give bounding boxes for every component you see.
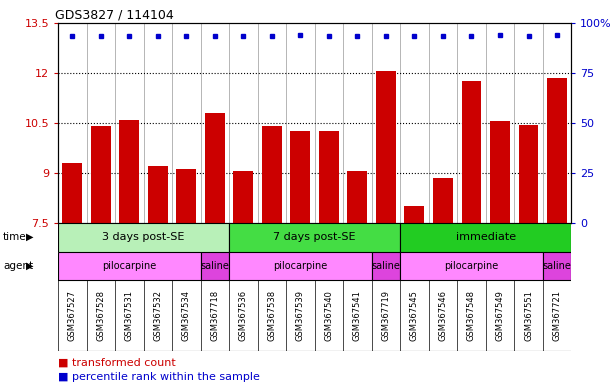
Bar bbox=[404, 206, 425, 223]
Text: GSM367534: GSM367534 bbox=[182, 290, 191, 341]
Bar bbox=[547, 78, 567, 223]
Text: GSM367528: GSM367528 bbox=[97, 290, 105, 341]
Text: 7 days post-SE: 7 days post-SE bbox=[273, 232, 356, 242]
Text: GSM367538: GSM367538 bbox=[268, 290, 276, 341]
Text: GSM367539: GSM367539 bbox=[296, 290, 305, 341]
Text: pilocarpine: pilocarpine bbox=[444, 261, 499, 271]
Bar bbox=[348, 171, 367, 223]
Bar bbox=[229, 223, 400, 252]
Bar bbox=[229, 252, 371, 280]
Bar bbox=[177, 169, 196, 223]
Text: saline: saline bbox=[543, 261, 571, 271]
Text: GSM367718: GSM367718 bbox=[210, 290, 219, 341]
Text: 3 days post-SE: 3 days post-SE bbox=[103, 232, 185, 242]
Text: ▶: ▶ bbox=[26, 232, 33, 242]
Text: saline: saline bbox=[371, 261, 400, 271]
Text: agent: agent bbox=[3, 261, 33, 271]
Text: GSM367540: GSM367540 bbox=[324, 290, 334, 341]
Bar bbox=[376, 71, 396, 223]
Bar bbox=[119, 119, 139, 223]
Bar bbox=[58, 223, 229, 252]
Bar bbox=[461, 81, 481, 223]
Bar bbox=[543, 252, 571, 280]
Text: pilocarpine: pilocarpine bbox=[102, 261, 156, 271]
Bar bbox=[290, 131, 310, 223]
Text: GSM367532: GSM367532 bbox=[153, 290, 163, 341]
Text: saline: saline bbox=[200, 261, 229, 271]
Bar bbox=[91, 126, 111, 223]
Text: time: time bbox=[3, 232, 27, 242]
Bar bbox=[148, 166, 168, 223]
Text: GSM367721: GSM367721 bbox=[552, 290, 562, 341]
Bar bbox=[319, 131, 339, 223]
Bar bbox=[400, 252, 543, 280]
Text: ■ transformed count: ■ transformed count bbox=[58, 358, 176, 368]
Text: GDS3827 / 114104: GDS3827 / 114104 bbox=[56, 9, 174, 22]
Text: GSM367551: GSM367551 bbox=[524, 290, 533, 341]
Bar bbox=[200, 252, 229, 280]
Bar bbox=[371, 252, 400, 280]
Bar bbox=[433, 178, 453, 223]
Text: GSM367531: GSM367531 bbox=[125, 290, 134, 341]
Bar bbox=[400, 223, 571, 252]
Text: GSM367545: GSM367545 bbox=[410, 290, 419, 341]
Text: GSM367549: GSM367549 bbox=[496, 290, 505, 341]
Bar bbox=[62, 163, 82, 223]
Bar bbox=[233, 171, 254, 223]
Text: GSM367541: GSM367541 bbox=[353, 290, 362, 341]
Bar bbox=[58, 252, 200, 280]
Bar bbox=[490, 121, 510, 223]
Bar bbox=[205, 113, 225, 223]
Bar bbox=[519, 124, 538, 223]
Text: immediate: immediate bbox=[456, 232, 516, 242]
Bar bbox=[262, 126, 282, 223]
Text: GSM367548: GSM367548 bbox=[467, 290, 476, 341]
Text: ■ percentile rank within the sample: ■ percentile rank within the sample bbox=[58, 372, 260, 382]
Text: GSM367527: GSM367527 bbox=[68, 290, 77, 341]
Text: GSM367536: GSM367536 bbox=[239, 290, 248, 341]
Text: GSM367719: GSM367719 bbox=[381, 290, 390, 341]
Text: GSM367546: GSM367546 bbox=[439, 290, 447, 341]
Text: pilocarpine: pilocarpine bbox=[273, 261, 327, 271]
Text: ▶: ▶ bbox=[26, 261, 33, 271]
